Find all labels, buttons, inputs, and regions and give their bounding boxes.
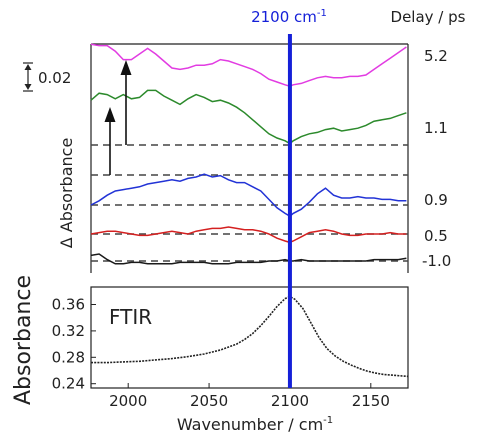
- ta-series-5-line: [90, 253, 407, 265]
- scale-bar-down-arrowhead: [24, 84, 32, 90]
- ftir-y-ticks: 0.24 0.28 0.32 0.36: [52, 296, 96, 393]
- ftir-frame: [90, 286, 409, 389]
- ta-y-axis-label: Δ Absorbance: [57, 138, 76, 249]
- delay-label: 0.9: [424, 191, 448, 209]
- ta-panel: [90, 43, 409, 273]
- delay-header: Delay / ps: [391, 8, 466, 26]
- ftir-annotation: FTIR: [109, 305, 152, 329]
- delay-label: 1.1: [424, 119, 448, 137]
- ta-traces: [90, 43, 407, 265]
- arrow-2-head: [120, 60, 132, 75]
- delay-label: 5.2: [424, 47, 448, 65]
- baseline-dashes: [91, 144, 408, 262]
- shift-arrows: [104, 60, 132, 175]
- delay-labels: 5.2 1.1 0.9 0.5 -1.0: [422, 47, 451, 270]
- ftir-y-tick-label: 0.36: [52, 296, 85, 314]
- ta-series-2-line: [90, 89, 407, 145]
- ftir-y-tick-label: 0.24: [52, 375, 85, 393]
- ftir-x-ticks: 2000 2050 2100 2150: [109, 383, 390, 410]
- ta-series-4-line: [90, 226, 407, 244]
- scale-bar-label: 0.02: [38, 69, 71, 87]
- ftir-series-line: [91, 295, 409, 378]
- ftir-y-axis-label: Absorbance: [11, 275, 36, 405]
- ta-series-1-line: [90, 43, 407, 87]
- ftir-panel: FTIR 0.24 0.28 0.32 0.36 2000 2050 2100 2150: [52, 286, 409, 410]
- x-tick-label: 2100: [271, 392, 309, 410]
- arrow-1-head: [104, 107, 116, 122]
- x-tick-label: 2150: [352, 392, 390, 410]
- scale-bar: 0.02: [23, 62, 71, 92]
- marker-label: 2100 cm-1: [251, 8, 327, 26]
- ftir-y-tick-label: 0.32: [52, 322, 85, 340]
- ta-series-3-line: [90, 173, 407, 218]
- scale-bar-up-arrowhead: [24, 64, 32, 70]
- ftir-y-tick-label: 0.28: [52, 348, 85, 366]
- delay-label: -1.0: [422, 252, 451, 270]
- x-tick-label: 2050: [190, 392, 228, 410]
- x-tick-label: 2000: [109, 392, 147, 410]
- x-axis-label: Wavenumber / cm-1: [177, 415, 333, 434]
- delay-label: 0.5: [424, 227, 448, 245]
